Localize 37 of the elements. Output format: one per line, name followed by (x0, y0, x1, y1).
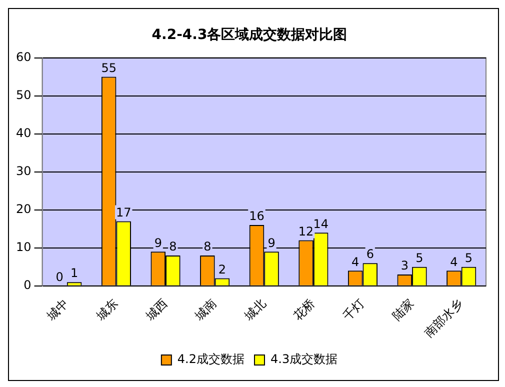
y-tick-label: 40 (16, 126, 32, 140)
chart-title: 4.2-4.3各区域成交数据对比图 (152, 26, 348, 44)
x-tick-label: 城中 (44, 296, 72, 324)
data-label: 4 (352, 254, 360, 269)
data-label: 5 (464, 250, 473, 265)
data-label: 2 (218, 262, 226, 276)
data-label: 8 (204, 240, 212, 254)
data-label: 8 (169, 240, 177, 254)
data-label: 6 (366, 247, 374, 262)
data-label: 9 (154, 236, 162, 250)
x-tick-label: 陆家 (390, 296, 416, 324)
x-tick-label: 城西 (142, 296, 170, 324)
y-tick-label: 50 (16, 88, 32, 102)
x-tick-label: 南部水乡 (422, 296, 466, 340)
x-tick-label: 花桥 (290, 296, 318, 324)
data-label: 14 (313, 216, 328, 231)
data-label: 17 (116, 205, 132, 220)
y-tick-label: 20 (16, 202, 32, 216)
y-tick-label: 0 (24, 278, 32, 292)
data-label: 0 (56, 270, 64, 284)
y-tick-label: 60 (16, 50, 32, 64)
data-label: 9 (268, 236, 276, 250)
legend-label: 4.3成交数据 (270, 352, 338, 366)
data-label: 3 (400, 258, 408, 273)
data-label: 5 (416, 250, 424, 265)
x-tick-label: 城北 (240, 296, 268, 324)
x-tick-label: 城东 (92, 296, 121, 324)
x-tick-label: 千灯 (340, 296, 368, 324)
x-tick-label: 城南 (192, 296, 220, 324)
y-tick-label: 30 (16, 164, 32, 178)
data-label: 12 (298, 224, 314, 238)
y-tick-label: 10 (16, 240, 32, 254)
legend-label: 4.2成交数据 (177, 352, 245, 366)
data-label: 55 (101, 60, 116, 75)
data-label: 4 (450, 254, 458, 269)
data-label: 16 (249, 209, 264, 224)
data-label: 1 (70, 266, 78, 280)
